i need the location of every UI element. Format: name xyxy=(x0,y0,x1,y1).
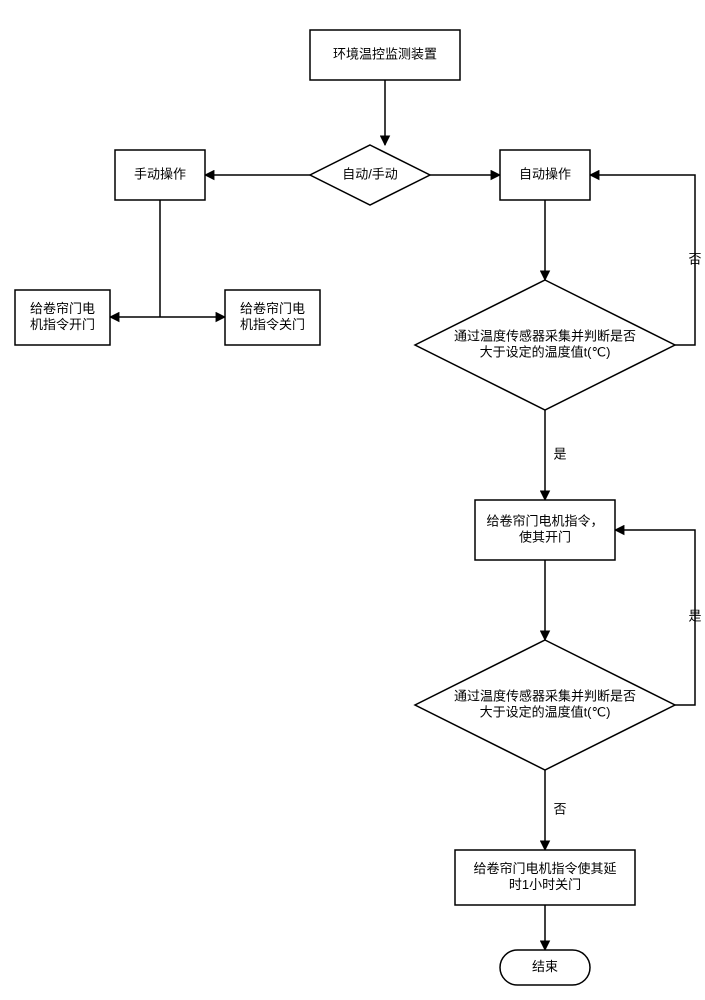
edge-label-10: 是 xyxy=(688,608,701,623)
svg-text:使其开门: 使其开门 xyxy=(519,529,571,544)
svg-text:给卷帘门电机指令，: 给卷帘门电机指令， xyxy=(486,513,603,528)
svg-text:大于设定的温度值t(℃): 大于设定的温度值t(℃) xyxy=(480,704,611,719)
edge-label-11: 否 xyxy=(553,801,566,816)
svg-text:机指令关门: 机指令关门 xyxy=(240,317,305,332)
node-end: 结束 xyxy=(500,950,590,985)
svg-text:时1小时关门: 时1小时关门 xyxy=(509,877,581,892)
edge-label-8: 是 xyxy=(553,446,566,461)
node-delayclose: 给卷帘门电机指令使其延时1小时关门 xyxy=(455,850,635,905)
node-auto: 自动操作 xyxy=(500,150,590,200)
node-manual: 手动操作 xyxy=(115,150,205,200)
svg-text:自动/手动: 自动/手动 xyxy=(342,166,398,181)
svg-text:环境温控监测装置: 环境温控监测装置 xyxy=(333,46,437,61)
svg-text:自动操作: 自动操作 xyxy=(519,166,571,181)
svg-text:机指令开门: 机指令开门 xyxy=(30,317,95,332)
node-opendoor: 给卷帘门电机指令，使其开门 xyxy=(475,500,615,560)
node-close: 给卷帘门电机指令关门 xyxy=(225,290,320,345)
node-open: 给卷帘门电机指令开门 xyxy=(15,290,110,345)
svg-text:结束: 结束 xyxy=(532,959,558,974)
edge-10 xyxy=(615,530,695,705)
svg-text:通过温度传感器采集并判断是否: 通过温度传感器采集并判断是否 xyxy=(454,328,636,343)
node-mode: 自动/手动 xyxy=(310,145,430,205)
svg-text:给卷帘门电: 给卷帘门电 xyxy=(240,301,305,316)
svg-text:手动操作: 手动操作 xyxy=(134,166,186,181)
svg-text:大于设定的温度值t(℃): 大于设定的温度值t(℃) xyxy=(480,344,611,359)
edge-label-7: 否 xyxy=(688,251,701,266)
svg-text:给卷帘门电: 给卷帘门电 xyxy=(30,301,95,316)
svg-text:给卷帘门电机指令使其延: 给卷帘门电机指令使其延 xyxy=(473,861,616,876)
node-start: 环境温控监测装置 xyxy=(310,30,460,80)
node-check2: 通过温度传感器采集并判断是否大于设定的温度值t(℃) xyxy=(415,640,675,770)
svg-text:通过温度传感器采集并判断是否: 通过温度传感器采集并判断是否 xyxy=(454,688,636,703)
node-check1: 通过温度传感器采集并判断是否大于设定的温度值t(℃) xyxy=(415,280,675,410)
